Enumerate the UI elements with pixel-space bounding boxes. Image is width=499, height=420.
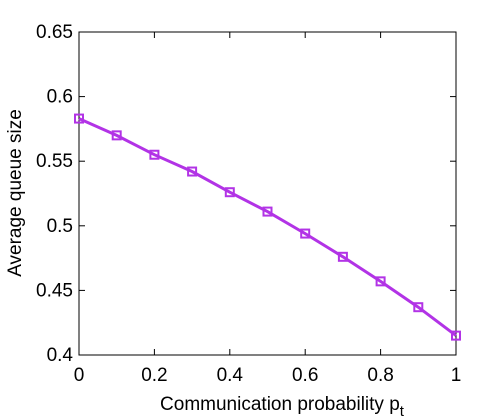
y-tick-label: 0.65 bbox=[36, 22, 73, 43]
series-line bbox=[78, 117, 457, 337]
x-tick-label: 0.4 bbox=[217, 365, 244, 386]
series-layer bbox=[74, 113, 461, 341]
data-point-marker bbox=[413, 302, 424, 313]
y-axis-label: Average queue size bbox=[5, 109, 26, 277]
x-axis: 0 0.2 0.4 0.6 0.8 1 bbox=[74, 32, 462, 386]
data-point-marker bbox=[337, 251, 348, 262]
data-point-marker bbox=[111, 130, 122, 141]
x-tick-label: 1 bbox=[451, 365, 462, 386]
data-point-marker bbox=[187, 166, 198, 177]
y-tick-label: 0.55 bbox=[36, 151, 73, 172]
y-axis: 0.4 0.45 0.5 0.55 0.6 0.65 bbox=[36, 22, 456, 366]
y-tick-label: 0.6 bbox=[47, 87, 73, 108]
y-tick-label: 0.5 bbox=[47, 216, 73, 237]
data-point-marker bbox=[451, 330, 461, 341]
x-axis-label-main: Communication probability p bbox=[160, 394, 400, 415]
data-point-marker bbox=[74, 113, 84, 124]
data-point-marker bbox=[300, 228, 311, 239]
data-point-marker bbox=[375, 276, 386, 287]
plot-area bbox=[78, 31, 457, 356]
x-tick-label: 0.8 bbox=[367, 365, 393, 386]
x-tick-label: 0.2 bbox=[141, 365, 167, 386]
data-point-marker bbox=[149, 149, 160, 160]
data-point-marker bbox=[262, 206, 273, 217]
data-point-marker bbox=[224, 187, 235, 198]
x-axis-label: Communication probability pt bbox=[160, 394, 405, 420]
y-tick-label: 0.45 bbox=[36, 280, 73, 301]
x-axis-label-subscript: t bbox=[400, 403, 405, 420]
x-tick-label: 0.6 bbox=[292, 365, 318, 386]
x-tick-label: 0 bbox=[74, 365, 85, 386]
y-tick-label: 0.4 bbox=[47, 345, 74, 366]
